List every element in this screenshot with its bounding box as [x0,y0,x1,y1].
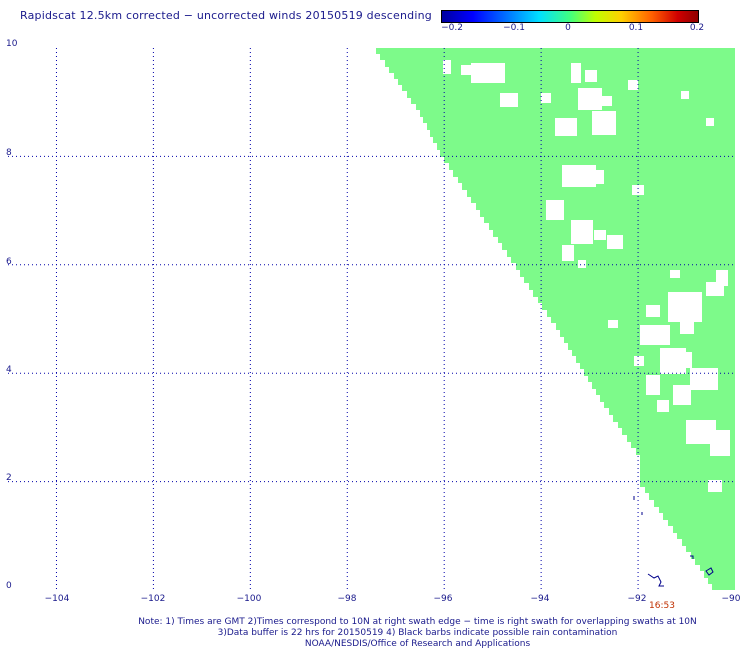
data-gap [608,320,618,328]
data-gap [657,400,669,412]
lon-label: −90 [721,594,740,604]
lon-label: −92 [627,594,647,604]
data-gap [632,185,644,195]
swath-time-label: 16:53 [649,601,675,611]
data-gap [562,245,574,261]
data-gap [571,63,581,83]
lat-label: 4 [6,365,12,375]
data-gap [541,93,551,103]
map-title: Rapidscat 12.5km corrected − uncorrected… [20,9,432,22]
lat-label: 6 [6,257,12,267]
data-gap [594,230,606,240]
data-gap [578,260,586,268]
data-gap [592,111,616,135]
data-gap [600,96,612,106]
coastline-segment [690,555,694,559]
swath-gaps [443,60,730,492]
data-gap [607,235,623,249]
data-gap [461,65,471,75]
data-gap [646,305,660,317]
footnote-line: Note: 1) Times are GMT 2)Times correspon… [138,617,697,627]
data-gap [680,352,692,368]
data-gap [710,430,730,456]
data-gap [578,88,602,110]
lat-label: 0 [6,581,12,591]
lon-label: −100 [236,594,262,604]
lat-label: 8 [6,148,12,158]
colorbar [441,10,699,23]
data-gap [680,312,694,334]
data-gap [546,200,564,220]
footnote-line: 3)Data buffer is 22 hrs for 20150519 4) … [217,628,618,638]
data-gap [585,70,597,82]
data-gap [706,282,724,296]
lon-label: −98 [337,594,357,604]
data-gap [471,63,505,83]
lon-label: −104 [44,594,70,604]
coastline [633,496,714,587]
data-gap [634,356,644,366]
data-gap [590,170,604,184]
data-gap [646,375,660,395]
wind-difference-swath [376,48,735,590]
data-gap [706,118,714,126]
lat-label: 10 [6,39,18,49]
colorbar-tick: −0.2 [441,23,463,33]
colorbar-tick: 0 [565,23,571,33]
lon-label: −102 [140,594,166,604]
data-gap [690,368,718,390]
lat-label: 2 [6,473,12,483]
data-gap [670,270,680,278]
data-gap [681,91,689,99]
lon-label: −96 [433,594,453,604]
coastline-segment [647,573,664,587]
data-gap [628,80,638,90]
colorbar-tick: 0.2 [689,23,705,33]
swath-area [376,48,735,590]
data-gap [673,385,691,405]
data-gap [708,480,722,492]
data-gap [562,165,596,187]
data-gap [443,60,451,74]
data-gap [500,93,518,107]
data-gap [571,220,593,244]
colorbar-tick: 0.1 [628,23,644,33]
data-gap [555,118,577,136]
data-gap [640,325,670,345]
island-outline [705,567,714,576]
colorbar-tick: −0.1 [503,23,525,33]
lon-label: −94 [530,594,550,604]
footnote-line: NOAA/NESDIS/Office of Research and Appli… [304,639,531,649]
